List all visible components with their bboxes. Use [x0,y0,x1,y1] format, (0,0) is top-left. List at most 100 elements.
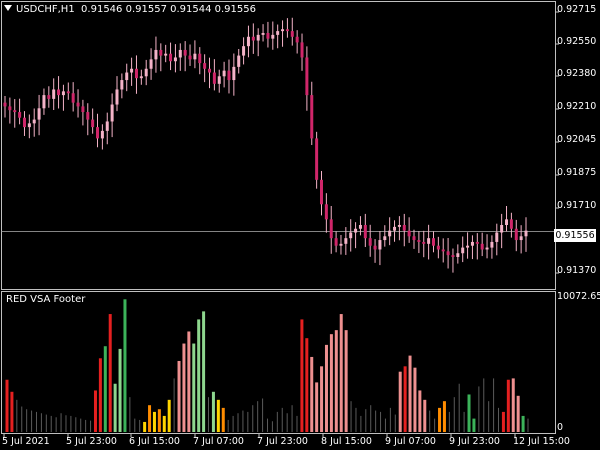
symbol-dropdown-icon[interactable] [4,5,12,11]
candle-body [412,236,416,241]
candle-body [315,138,319,180]
candle-body [149,59,153,69]
candle-body [495,232,499,242]
volume-bar [394,414,396,432]
price-label: 0.91370 [557,265,597,276]
volume-bar [152,411,156,432]
indicator-zero-label: 0 [557,422,564,433]
volume-bar [93,390,97,432]
candle-body [393,226,397,231]
candle-body [358,225,362,229]
time-label: 5 Jul 2021 [2,436,50,447]
candle-body [276,31,280,35]
candle-body [470,241,474,246]
candle-body [47,95,51,99]
candle-body [436,245,440,250]
candle-body [397,225,401,227]
volume-bar [334,330,338,432]
volume-bar [148,405,152,432]
volume-bar [286,413,288,432]
candle-body [368,238,372,246]
candle-body [159,49,163,56]
indicator-pane-frame [1,291,556,434]
candle-body [57,89,61,96]
candle-body [466,245,470,248]
candle-body [173,57,177,62]
candle-body [461,247,465,254]
volume-bar [365,409,367,432]
volume-bar [182,343,186,432]
candle-body [261,33,265,35]
candle-body [310,95,314,139]
candle-body [324,204,328,220]
candle-body [222,70,226,77]
volume-bar [108,314,112,432]
candle-body [22,117,26,128]
candle-body [300,42,304,58]
volume-bar [380,411,382,432]
volume-bar [442,401,446,432]
time-label: 8 Jul 15:00 [321,436,372,447]
time-label: 7 Jul 07:00 [193,436,244,447]
volume-bar [252,405,254,432]
candle-body [422,241,426,244]
volume-bar [242,410,244,432]
volume-bar [98,358,102,432]
volume-bar [173,378,175,432]
candle-body [524,230,528,237]
candle-body [509,219,513,229]
candle-body [475,241,479,244]
volume-bar [511,378,515,432]
volume-bar [257,401,259,432]
candle-body [27,123,31,128]
volume-bar [187,331,191,432]
volume-bar [70,415,72,432]
price-label: 0.91710 [557,200,597,211]
price-label: 0.91875 [557,167,597,178]
volume-bar [221,407,225,432]
candle-body [227,70,231,81]
volume-bar [329,334,333,432]
candle-body [96,127,100,139]
candle-body [13,110,17,113]
candle-body [505,219,509,225]
price-label: 0.92380 [557,68,597,79]
volume-bar [403,366,407,432]
volume-bar [21,406,23,432]
volume-bar [350,401,352,432]
candle-body [3,102,7,107]
chart-frames [1,1,559,437]
volume-bar [429,410,431,432]
candle-body [378,240,382,250]
candle-body [451,255,455,257]
volume-bar [113,383,117,432]
volume-bar [521,415,525,432]
candle-body [339,243,343,246]
volume-bar [375,410,377,432]
volume-bar [483,378,485,432]
candle-body [110,104,114,122]
candle-body [212,72,216,84]
candle-body [500,225,504,233]
candle-body [71,93,75,103]
candle-body [417,240,421,242]
candle-body [285,29,289,32]
price-pane-frame [1,1,556,290]
candle-body [32,119,36,124]
price-label: 0.92045 [557,134,597,145]
symbol-name: USDCHF,H1 [16,4,75,15]
volume-bar [300,319,304,432]
time-label: 9 Jul 07:00 [385,436,436,447]
chart-header: USDCHF,H1 0.91546 0.91557 0.91544 0.9155… [4,4,256,15]
candle-body [427,238,431,244]
volume-bar [320,366,324,432]
candle-body [271,34,275,39]
volume-bar [498,407,500,432]
volume-bar [267,418,268,432]
volume-bar [434,418,436,432]
candle-body [237,55,241,67]
volume-bar [157,409,161,432]
candle-body [232,66,236,81]
candle-body [130,68,134,73]
